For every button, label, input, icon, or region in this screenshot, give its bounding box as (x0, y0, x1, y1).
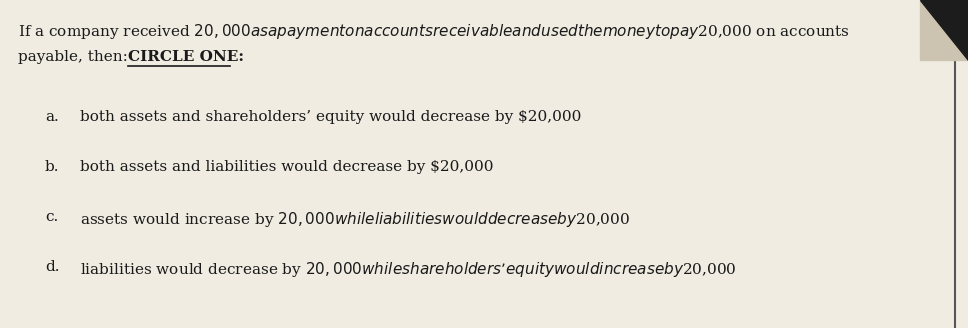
Text: both assets and shareholders’ equity would decrease by $20,000: both assets and shareholders’ equity wou… (80, 110, 582, 124)
Polygon shape (920, 0, 968, 60)
Text: If a company received $20,000 as a payment on accounts receivable and used the m: If a company received $20,000 as a payme… (18, 22, 850, 41)
Text: d.: d. (45, 260, 59, 274)
Text: both assets and liabilities would decrease by $20,000: both assets and liabilities would decrea… (80, 160, 494, 174)
Text: liabilities would decrease by $20,000 while shareholders’ equity would increase : liabilities would decrease by $20,000 wh… (80, 260, 737, 279)
Text: a.: a. (45, 110, 59, 124)
Polygon shape (920, 0, 968, 60)
Text: b.: b. (45, 160, 59, 174)
Text: assets would increase by $20,000 while liabilities would decrease by $20,000: assets would increase by $20,000 while l… (80, 210, 630, 229)
Text: payable, then:: payable, then: (18, 50, 133, 64)
Text: CIRCLE ONE:: CIRCLE ONE: (128, 50, 244, 64)
Text: c.: c. (45, 210, 58, 224)
